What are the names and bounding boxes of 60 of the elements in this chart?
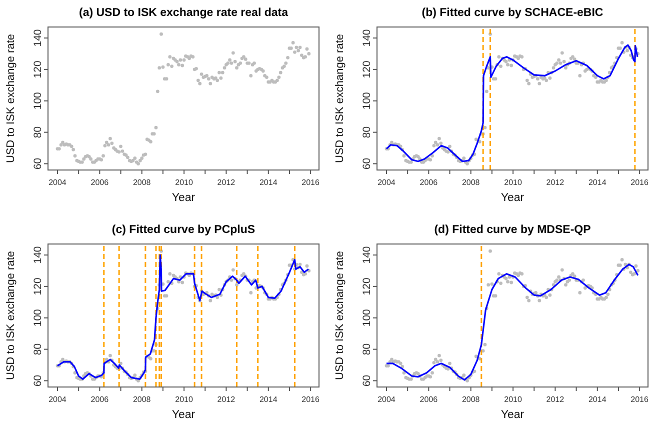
x-tick-label: 2006	[420, 178, 438, 187]
x-tick-label: 2010	[504, 178, 522, 187]
x-tick-label: 2014	[588, 178, 607, 187]
x-tick-label: 2016	[302, 395, 320, 404]
y-axis-title: USD to ISK exchange rate	[5, 34, 17, 164]
y-tick-label: 120	[361, 60, 373, 78]
x-tick-label: 2014	[588, 395, 607, 404]
y-tick-label: 140	[32, 246, 44, 264]
x-tick-label: 2004	[48, 178, 67, 187]
x-tick-label: 2006	[90, 395, 110, 404]
y-tick-label: 60	[361, 158, 373, 170]
x-axis-title: Year	[500, 192, 524, 204]
x-tick-label: 2004	[378, 178, 396, 187]
x-tick-label: 2012	[217, 395, 236, 404]
x-tick-label: 2010	[175, 178, 194, 187]
y-axis-title: USD to ISK exchange rate	[334, 250, 346, 380]
y-tick-label: 60	[32, 158, 44, 170]
x-tick-label: 2016	[630, 178, 650, 187]
y-tick-label: 140	[32, 29, 44, 47]
y-tick-label: 80	[361, 126, 373, 138]
y-tick-label: 120	[361, 278, 373, 296]
x-tick-label: 2012	[546, 395, 565, 404]
x-tick-label: 2014	[259, 178, 278, 187]
y-tick-label: 120	[32, 278, 44, 296]
x-tick-label: 2014	[259, 395, 278, 404]
x-tick-label: 2012	[217, 178, 236, 187]
x-tick-label: 2008	[462, 395, 480, 404]
y-tick-label: 80	[32, 343, 44, 356]
chart-title: (b) Fitted curve by SCHACE-eBIC	[422, 7, 604, 19]
x-tick-label: 2008	[132, 395, 152, 404]
y-tick-label: 140	[361, 29, 373, 47]
chart-title: (a) USD to ISK exchange rate real data	[79, 7, 289, 19]
x-axis-title: Year	[172, 192, 196, 204]
chart-title: (c) Fitted curve by PCpluS	[112, 224, 256, 236]
x-tick-label: 2012	[546, 178, 565, 187]
x-tick-label: 2016	[630, 395, 650, 404]
x-tick-label: 2004	[48, 395, 67, 404]
y-tick-label: 140	[361, 246, 373, 264]
y-tick-label: 80	[361, 343, 373, 356]
y-tick-label: 100	[361, 308, 373, 327]
y-tick-label: 100	[361, 92, 373, 110]
x-tick-label: 2016	[302, 178, 320, 187]
x-tick-label: 2008	[462, 178, 480, 187]
x-tick-label: 2010	[504, 395, 522, 404]
y-tick-label: 100	[32, 308, 44, 327]
x-tick-label: 2006	[90, 178, 110, 187]
x-tick-label: 2006	[420, 395, 438, 404]
y-tick-label: 60	[32, 374, 44, 387]
y-tick-label: 80	[32, 126, 44, 138]
chart-title: (d) Fitted curve by MDSE-QP	[434, 224, 592, 236]
y-tick-label: 100	[32, 92, 44, 110]
y-tick-label: 60	[361, 374, 373, 387]
y-tick-label: 120	[32, 60, 44, 78]
x-tick-label: 2008	[132, 178, 152, 187]
x-axis-title: Year	[172, 409, 196, 421]
y-axis-title: USD to ISK exchange rate	[334, 34, 346, 164]
x-axis-title: Year	[500, 409, 524, 421]
x-tick-label: 2004	[378, 395, 396, 404]
x-tick-label: 2010	[175, 395, 194, 404]
y-axis-title: USD to ISK exchange rate	[5, 250, 17, 380]
